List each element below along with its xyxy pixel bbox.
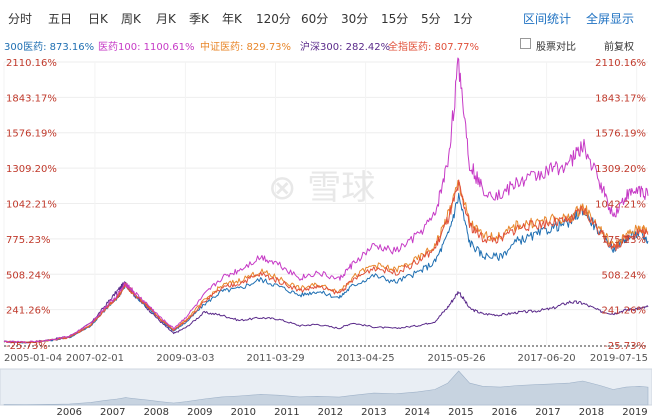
y-tick-label-right: 775.23% [602, 235, 647, 246]
navigator-year-label: 2010 [231, 407, 256, 418]
x-tick-label: 2007-02-01 [66, 353, 124, 364]
navigator-year-label: 2014 [405, 407, 430, 418]
navigator-area [3, 370, 649, 406]
navigator-year-label: 2011 [274, 407, 299, 418]
y-tick-label-right: 1309.20% [595, 164, 646, 175]
y-tick-label-right: 1042.21% [595, 200, 646, 211]
legend-item-yiyao100[interactable]: 医药100: 1100.61% [98, 42, 195, 53]
navigator-year-label: 2016 [492, 407, 517, 418]
x-tick-label: 2005-01-04 [4, 353, 62, 364]
period-tab-1min[interactable]: 1分 [453, 12, 473, 26]
y-tick-label-left: -25.73% [6, 341, 48, 352]
y-tick-label-right: 241.26% [602, 306, 647, 317]
navigator-year-label: 2013 [361, 407, 386, 418]
series-line-5[interactable] [3, 57, 649, 344]
compare-stock-toggle[interactable]: 股票对比 [536, 42, 576, 53]
period-tab-intraday[interactable]: 分时 [8, 12, 33, 26]
legend-item-quanzhi[interactable]: 全指医药: 807.77% [388, 42, 480, 53]
period-toolbar: 分时 五日 日K 周K 月K 季K 年K 120分 60分 30分 15分 5分… [0, 0, 652, 34]
watermark-logo: ⊗ [268, 168, 308, 208]
xueqiu-watermark: ⊗ 雪球 [268, 160, 375, 209]
navigator-year-label: 2012 [318, 407, 343, 418]
x-tick-label: 2017-06-20 [518, 353, 576, 364]
x-tick-label: 2013-04-25 [337, 353, 395, 364]
period-tab-weekly[interactable]: 周K [121, 12, 141, 26]
navigator-year-label: 2008 [144, 407, 169, 418]
period-tab-5min[interactable]: 5分 [421, 12, 441, 26]
navigator-year-label: 2006 [57, 407, 82, 418]
period-tab-30min[interactable]: 30分 [341, 12, 369, 26]
y-tick-label-left: 1576.19% [6, 129, 57, 140]
navigator-year-label: 2007 [100, 407, 125, 418]
series-line-1[interactable] [4, 281, 649, 344]
y-tick-label-right: 2110.16% [595, 58, 646, 69]
y-tick-label-left: 1843.17% [6, 93, 57, 104]
navigator-year-label: 2017 [535, 407, 560, 418]
period-tab-daily[interactable]: 日K [88, 12, 108, 26]
watermark-text: 雪球 [307, 168, 376, 208]
x-tick-label: 2011-03-29 [246, 353, 304, 364]
adjust-mode-select[interactable]: 前复权 [604, 42, 634, 53]
period-tab-15min[interactable]: 15分 [381, 12, 409, 26]
period-tab-yearly[interactable]: 年K [222, 12, 242, 26]
y-tick-label-left: 775.23% [6, 235, 51, 246]
y-tick-label-left: 1042.21% [6, 200, 57, 211]
x-tick-label: 2015-05-26 [427, 353, 485, 364]
range-stats-button[interactable]: 区间统计 [523, 12, 572, 26]
y-tick-label-left: 1309.20% [6, 164, 57, 175]
navigator-year-label: 2018 [579, 407, 604, 418]
navigator-year-label: 2019 [622, 407, 647, 418]
y-tick-label-right: 1843.17% [595, 93, 646, 104]
y-tick-label-left: 2110.16% [6, 58, 57, 69]
navigator-year-label: 2009 [187, 407, 212, 418]
period-tab-quarterly[interactable]: 季K [189, 12, 209, 26]
y-tick-label-right: 1576.19% [595, 129, 646, 140]
y-tick-label-right: 508.24% [602, 270, 647, 281]
legend-item-zhongzheng[interactable]: 中证医药: 829.73% [200, 42, 292, 53]
period-tab-60min[interactable]: 60分 [301, 12, 329, 26]
period-tab-monthly[interactable]: 月K [156, 12, 176, 26]
fullscreen-button[interactable]: 全屏显示 [586, 12, 635, 26]
y-tick-label-left: 241.26% [6, 306, 51, 317]
compare-checkbox[interactable] [520, 38, 531, 49]
x-tick-label: 2009-03-03 [156, 353, 214, 364]
period-tab-5day[interactable]: 五日 [48, 12, 73, 26]
legend-item-hs300[interactable]: 沪深300: 282.42% [300, 42, 391, 53]
x-tick-label: 2019-07-15 [590, 353, 648, 364]
period-tab-120min[interactable]: 120分 [256, 12, 291, 26]
legend: 300医药: 873.16% 医药100: 1100.61% 中证医药: 829… [0, 36, 652, 54]
legend-item-300yiyao[interactable]: 300医药: 873.16% [4, 42, 95, 53]
navigator-year-label: 2015 [448, 407, 473, 418]
y-tick-label-right: -25.73% [604, 341, 646, 352]
range-navigator[interactable]: 2006 2007 2008 2009 2010 2011 2012 2013 2014 2015… [0, 368, 652, 418]
y-tick-label-left: 508.24% [6, 270, 51, 281]
